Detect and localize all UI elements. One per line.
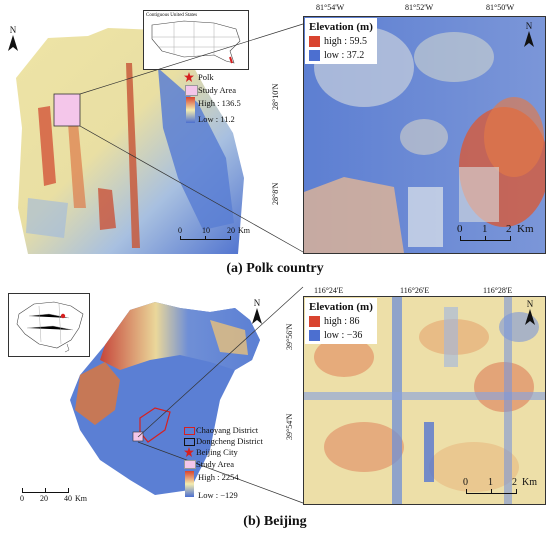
scalebar-b: 0 20 40 Km — [20, 487, 102, 503]
us-inset-map: Contiguous United States — [143, 10, 249, 70]
polk-terrain — [16, 28, 244, 254]
polk-study-area-box — [53, 93, 81, 127]
beijing-study-area-box — [132, 431, 144, 442]
elevation-low-a: low : 37.2 — [324, 50, 365, 61]
elevation-title-b: Elevation (m) — [309, 301, 373, 313]
elevation-ramp-b — [185, 471, 194, 497]
inset-title: Contiguous United States — [146, 13, 198, 18]
lon-tick-a-2: 81°52'W — [405, 3, 434, 12]
dongcheng-swatch — [184, 438, 195, 446]
north-arrow-a-zoom: N — [524, 22, 534, 47]
caption-a: (a) Polk country — [226, 261, 324, 276]
chaoyang-swatch — [184, 427, 195, 435]
elevation-title-a: Elevation (m) — [309, 21, 373, 33]
beijing-marker-icon — [184, 447, 194, 457]
lat-tick-b-1: 39°56'N — [285, 323, 294, 350]
caption-b: (b) Beijing — [243, 514, 307, 529]
legend-low-a: Low : 11.2 — [198, 114, 235, 124]
legend-study-area-b: Study Area — [196, 459, 235, 469]
lon-tick-b-1: 116°24'E — [314, 286, 344, 295]
legend-high-b: High : 2254 — [198, 472, 239, 482]
legend-polk: Polk — [198, 72, 214, 82]
north-arrow-b-zoom: N — [525, 300, 535, 325]
lon-tick-a-3: 81°50'W — [486, 3, 515, 12]
study-area-swatch-a — [185, 85, 198, 96]
elevation-legend-a: Elevation (m) high : 59.5 low : 37.2 — [305, 18, 377, 64]
legend-study-area-a: Study Area — [198, 85, 237, 95]
legend-dongcheng: Dongcheng District — [196, 436, 263, 446]
legend-high-a: High : 136.5 — [198, 98, 241, 108]
north-arrow-a: N — [8, 26, 18, 51]
lon-tick-b-2: 116°26'E — [400, 286, 430, 295]
legend-chaoyang: Chaoyang District — [196, 425, 259, 435]
lon-tick-b-3: 116°28'E — [483, 286, 513, 295]
elevation-legend-b: Elevation (m) high : 86 low : −36 — [305, 298, 377, 344]
scalebar-a: 0 10 20 Km — [178, 227, 250, 246]
elevation-ramp-a — [186, 97, 195, 123]
elevation-high-a: high : 59.5 — [324, 36, 368, 47]
scalebar-b-zoom: 0 1 2 Km — [463, 478, 544, 500]
elevation-low-b: low : −36 — [324, 330, 363, 341]
beijing-overview-map — [60, 300, 270, 500]
elevation-high-b: high : 86 — [324, 316, 360, 327]
study-area-swatch-b — [184, 460, 196, 469]
polk-overview-map — [8, 8, 254, 256]
china-inset-map — [8, 293, 90, 357]
legend-low-b: Low : −129 — [198, 490, 238, 500]
lon-tick-a-1: 81°54'W — [316, 3, 345, 12]
lat-tick-b-2: 39°54'N — [285, 413, 294, 440]
north-arrow-b: N — [252, 299, 262, 324]
scalebar-a-zoom: 0 1 2 Km — [457, 224, 540, 248]
legend-beijing-city: Beijing City — [196, 447, 238, 457]
polk-marker-icon — [184, 72, 194, 82]
